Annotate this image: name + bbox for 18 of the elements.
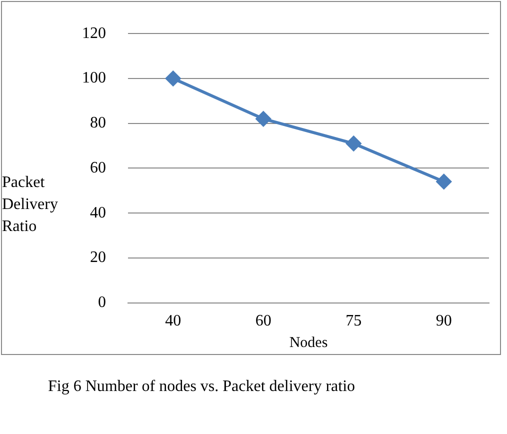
y-tick-label: 40 bbox=[90, 204, 106, 222]
y-tick-label: 20 bbox=[90, 249, 106, 266]
y-axis-title: Packet Delivery Ratio bbox=[2, 173, 59, 237]
caption: Fig 6 Number of nodes vs. Packet delivery ratio bbox=[48, 378, 356, 396]
point bbox=[256, 111, 271, 126]
y-tick-label: 0 bbox=[98, 294, 106, 312]
y-tick-label: 80 bbox=[90, 114, 106, 132]
x-tick-label: 60 bbox=[255, 312, 272, 330]
x-tick-label: 90 bbox=[436, 312, 452, 330]
y-tick-label: 100 bbox=[82, 70, 106, 87]
x-axis-title: Nodes bbox=[289, 334, 328, 351]
y-tick-label: 60 bbox=[90, 159, 106, 176]
x-tick-label: 75 bbox=[346, 312, 362, 330]
point bbox=[166, 70, 181, 86]
point bbox=[436, 174, 452, 190]
x-tick-label: 40 bbox=[165, 312, 182, 330]
y-tick-label: 120 bbox=[82, 24, 106, 42]
point bbox=[346, 136, 362, 152]
